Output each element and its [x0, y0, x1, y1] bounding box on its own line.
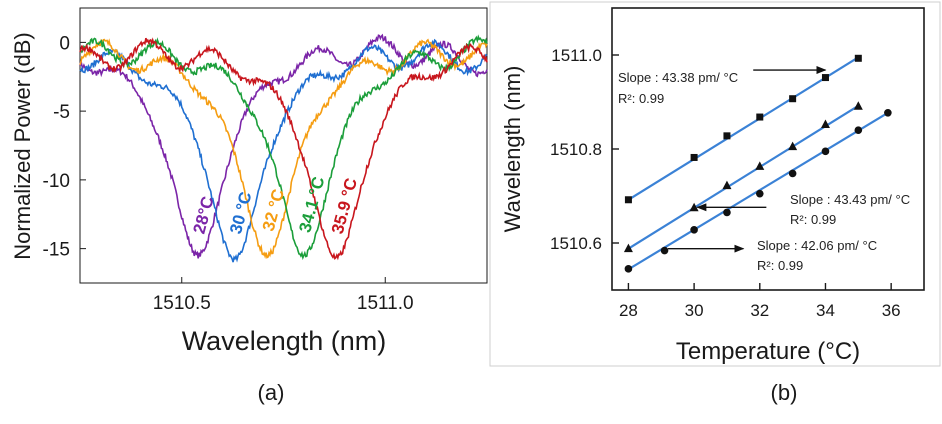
panel-b-xtick-label: 34	[816, 301, 835, 320]
panel-a-ytick-label: -15	[43, 240, 70, 261]
panel-b-xtick-label: 32	[750, 301, 769, 320]
panel-b-point-triangle	[722, 180, 732, 190]
panel-b-point-circle	[690, 226, 698, 234]
panel-b-point-triangle	[853, 101, 863, 110]
panel-a-series-line	[79, 38, 488, 263]
panel-b-point-triangle	[820, 119, 830, 129]
panel-b-slope-label: Slope : 42.06 pm/ °C	[757, 238, 877, 253]
panel-b-point-circle	[821, 147, 830, 156]
panel-b-r2-label: R²: 0.99	[618, 91, 664, 106]
panel-a-ytick-label: -5	[53, 102, 70, 123]
panel-a-caption: (a)	[258, 380, 285, 405]
panel-b-slope-label: Slope : 43.38 pm/ °C	[618, 70, 738, 85]
panel-a-series-labels: 28°C 30 °C 32 °C 34.1 °C 35.9 °C	[190, 175, 361, 236]
panel-b-point-square	[723, 132, 731, 140]
panel-b-point-circle	[755, 189, 764, 198]
panel-a-series-label: 32 °C	[259, 187, 288, 233]
panel-b-point-circle	[723, 208, 731, 217]
panel-b-ytick-label: 1511.0	[551, 46, 602, 65]
panel-b-ytick-label: 1510.6	[550, 234, 602, 253]
panel-b-point-circle	[854, 126, 863, 134]
panel-a-series-line	[79, 38, 488, 259]
panel-b-ylabel: Wavelength (nm)	[500, 66, 525, 233]
panel-b-outer-frame	[489, 1, 941, 367]
panel-a-series-label: 28°C	[190, 194, 218, 236]
panel-b-fit-line	[627, 104, 859, 250]
panel-b-point-triangle	[788, 141, 798, 151]
panel-a-xlabel: Wavelength (nm)	[182, 326, 387, 356]
panel-a-xtick-label: 1510.5	[153, 293, 211, 314]
panel-b-xlabel-text: Temperature (°C)	[676, 338, 860, 365]
panel-b-fit-line	[627, 56, 859, 201]
panel-a-plot-frame	[79, 7, 488, 284]
panel-b-point-square	[756, 113, 764, 121]
panel-b-xlabel: Temperature (°C)	[676, 338, 860, 365]
panel-a-ytick-label: -10	[43, 171, 70, 192]
panel-a-ticks: 0 -5 -10 -15 1510.5 1511.0	[43, 33, 414, 314]
panel-a-series-line	[79, 33, 488, 259]
panel-b-r2-label: R²: 0.99	[790, 212, 836, 227]
panel-b-ytick-label: 1510.8	[550, 140, 602, 159]
panel-b-annotations: Slope : 43.38 pm/ °C R²: 0.99 Slope : 43.4…	[618, 66, 910, 273]
panel-b-ticks: 1510.6 1510.8 1511.0 28 30 32 34 36	[550, 46, 901, 320]
panel-b-point-square	[821, 74, 829, 82]
panel-b-point-square	[854, 54, 862, 62]
panel-b-points	[623, 54, 892, 273]
panel-b-point-circle	[884, 109, 892, 117]
panel-b-xtick-label: 30	[685, 301, 704, 320]
panel-b-point-square	[690, 153, 698, 161]
panel-b-slope-label: Slope : 43.43 pm/ °C	[790, 192, 910, 207]
panel-b-point-circle	[660, 246, 669, 255]
panel-b-caption: (b)	[771, 380, 798, 405]
panel-b-r2-label: R²: 0.99	[757, 258, 803, 273]
panel-b-point-square	[789, 95, 797, 103]
panel-b-point-square	[624, 196, 632, 204]
panel-a-curves	[79, 33, 488, 263]
panel-b-point-triangle	[623, 243, 633, 253]
panel-a-series-label: 30 °C	[226, 190, 255, 236]
panel-a-series-line	[79, 34, 488, 261]
panel-b-point-circle	[788, 169, 797, 178]
panel-a-ytick-label: 0	[59, 33, 70, 54]
panel-b-point-circle	[624, 265, 633, 273]
panel-b: 1510.6 1510.8 1511.0 28 30 32 34 36 Slope : 43.…	[489, 1, 941, 405]
panel-a-series-line	[79, 37, 488, 261]
panel-b-point-triangle	[689, 202, 699, 212]
panel-b-xtick-label: 36	[882, 301, 901, 320]
panel-b-xtick-label: 28	[619, 301, 638, 320]
panel-b-point-triangle	[755, 161, 765, 170]
panel-a-ylabel: Normalized Power (dB)	[10, 32, 35, 259]
panel-a-xtick-label: 1511.0	[357, 293, 414, 314]
